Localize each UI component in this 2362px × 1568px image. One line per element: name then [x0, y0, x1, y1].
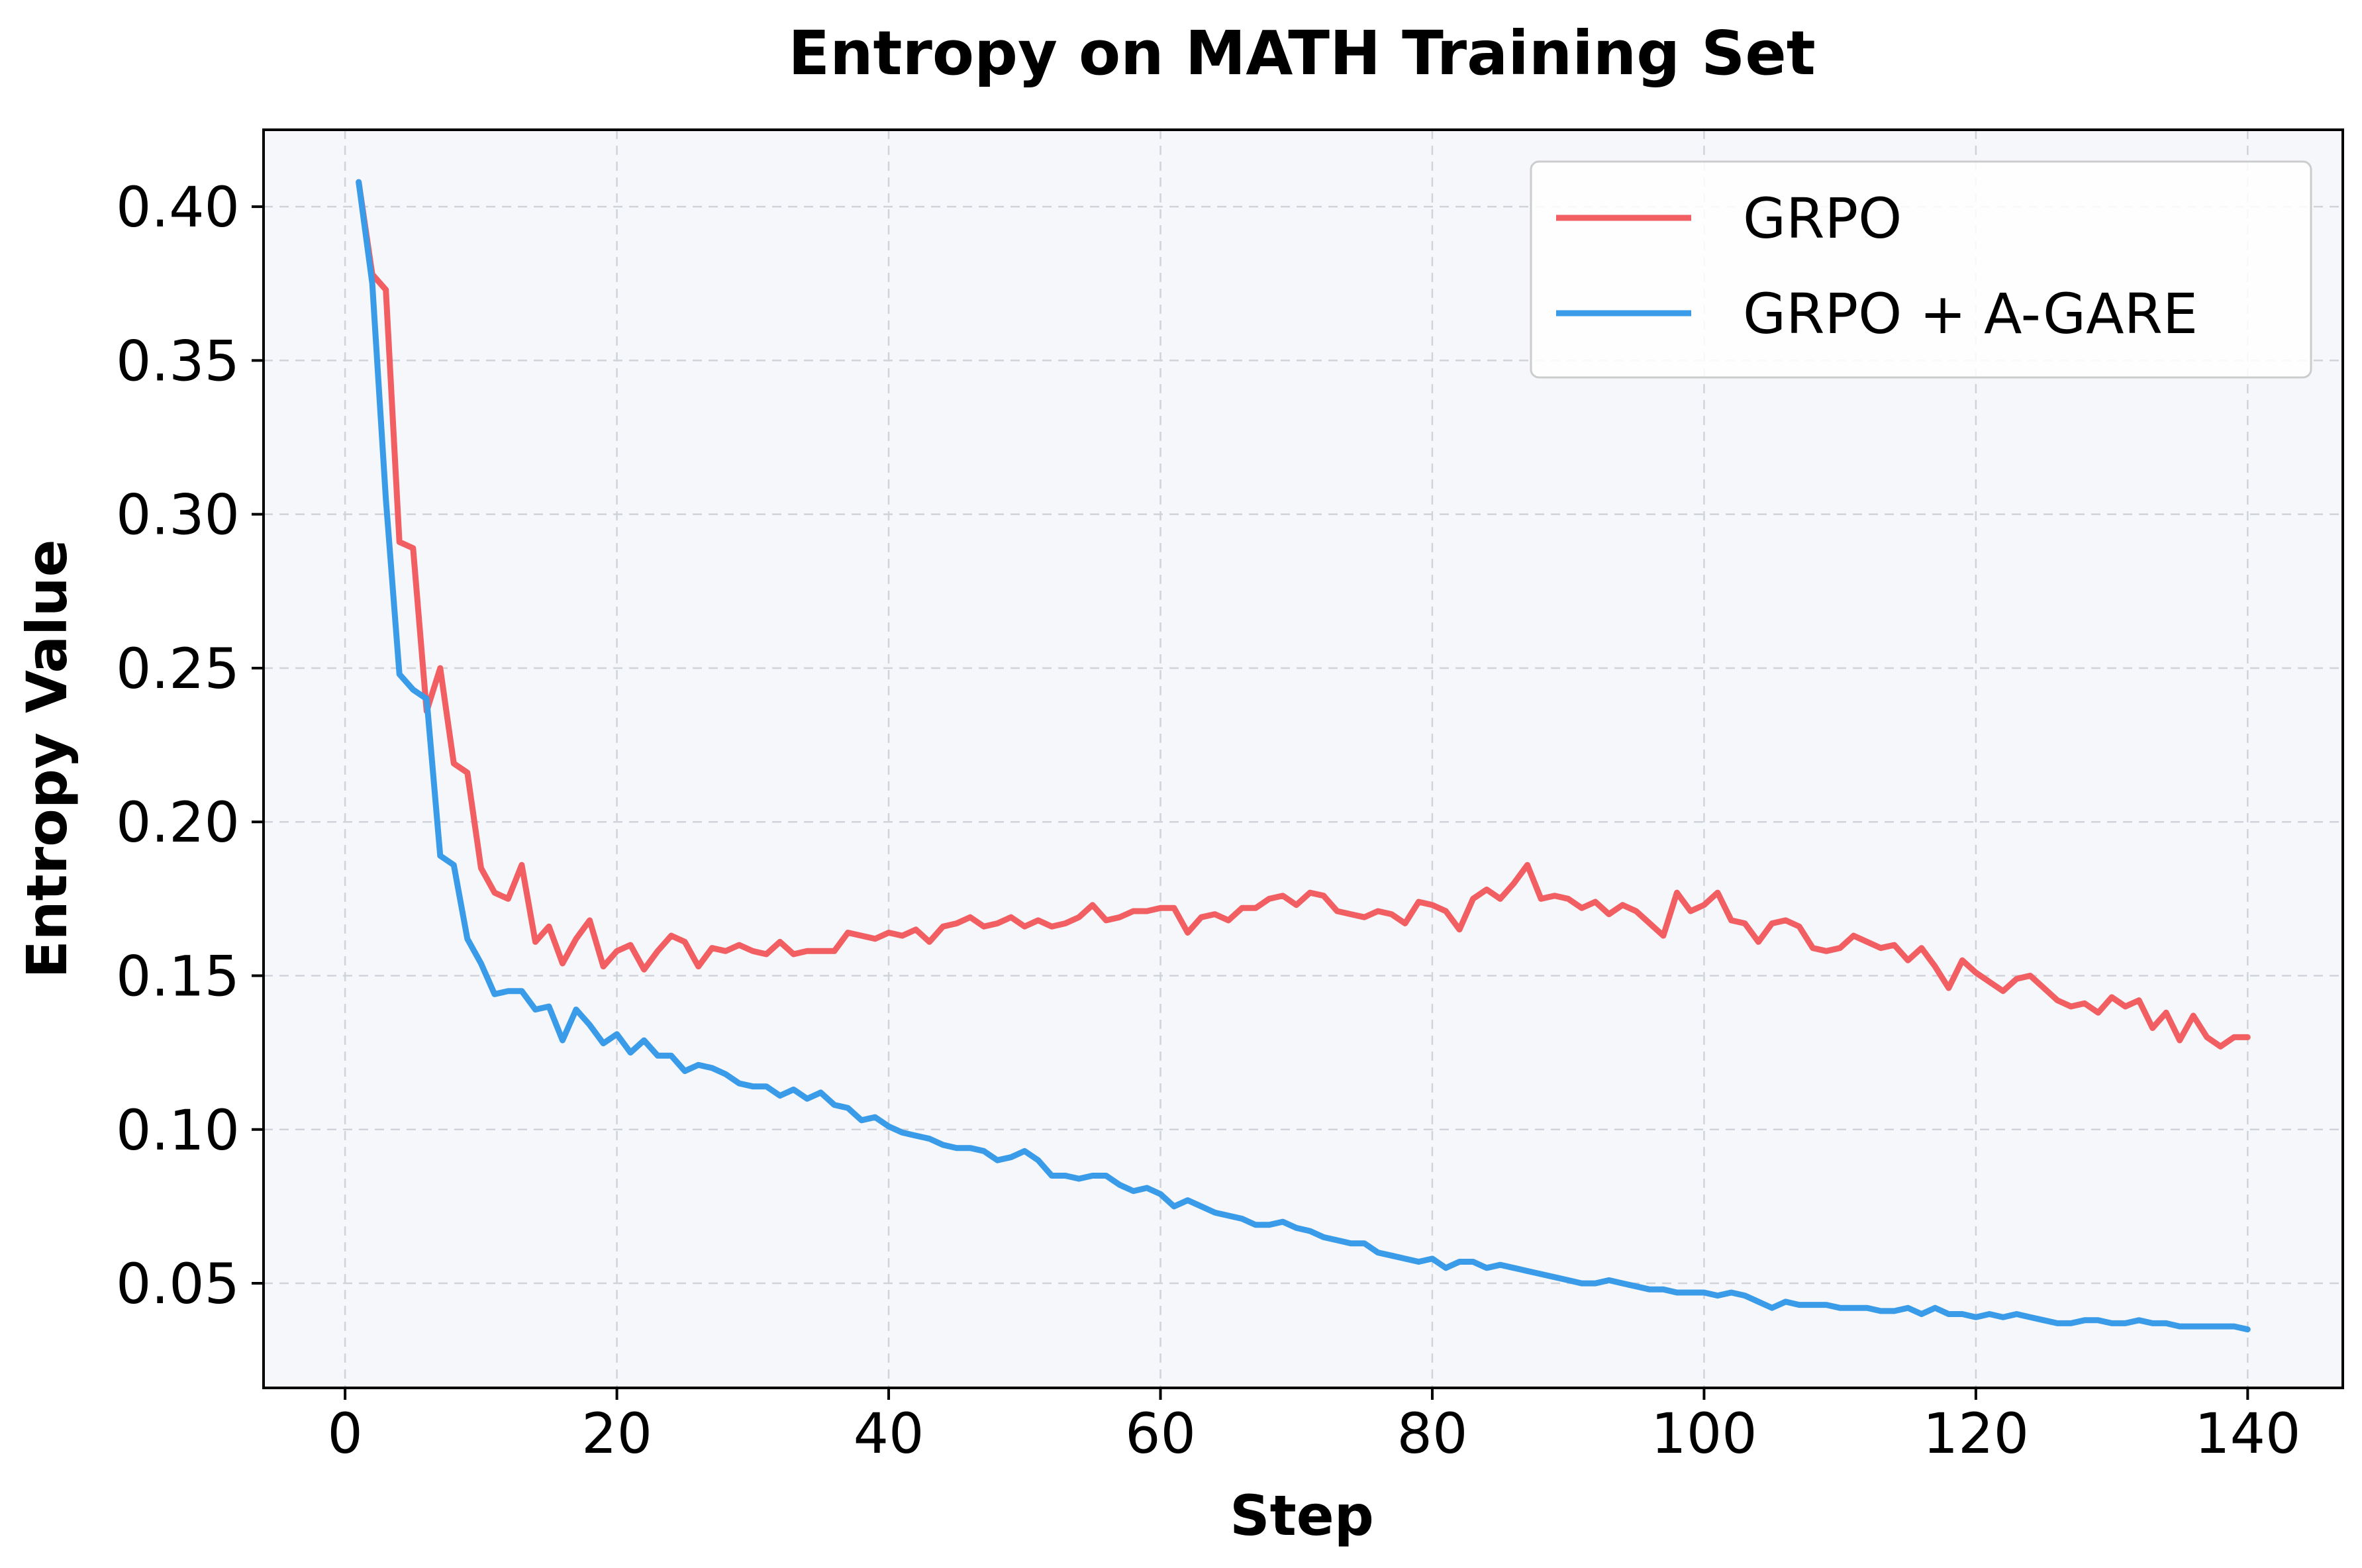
series-line-grpo [356, 179, 2251, 1050]
legend: GRPO GRPO + A-GARE [1530, 160, 2312, 379]
x-tick-label: 20 [581, 1401, 652, 1466]
y-axis-ticks: 0.05 0.10 0.15 0.20 0.25 0.30 0.35 0.40 [116, 175, 264, 1316]
x-tick-label: 40 [854, 1401, 924, 1466]
plot-frame [262, 128, 2344, 1389]
x-tick-label: 140 [2194, 1401, 2300, 1466]
series-line-grpo-a-gare [356, 179, 2251, 1333]
x-tick-label: 60 [1125, 1401, 1196, 1466]
y-tick-label: 0.30 [116, 483, 240, 548]
y-tick-label: 0.40 [116, 175, 240, 240]
x-tick-label: 100 [1651, 1401, 1757, 1466]
x-axis-ticks: 0 20 40 60 80 100 120 140 [327, 1388, 2301, 1466]
y-tick-label: 0.20 [116, 790, 240, 855]
x-tick-label: 120 [1923, 1401, 2029, 1466]
y-tick-label: 0.35 [116, 328, 240, 393]
legend-label-grpo: GRPO [1743, 186, 1902, 251]
x-tick-label: 80 [1397, 1401, 1468, 1466]
chart-title: Entropy on MATH Training Set [788, 18, 1816, 89]
legend-box [1530, 160, 2312, 379]
x-axis-label: Step [1230, 1483, 1374, 1548]
series-lines [356, 179, 2251, 1333]
legend-label-grpo-a-gare: GRPO + A-GARE [1743, 281, 2198, 346]
y-tick-label: 0.10 [116, 1098, 240, 1163]
y-tick-label: 0.25 [116, 636, 240, 701]
y-axis-label: Entropy Value [15, 539, 79, 978]
y-tick-label: 0.05 [116, 1251, 240, 1316]
y-tick-label: 0.15 [116, 944, 240, 1009]
x-tick-label: 0 [327, 1401, 362, 1466]
